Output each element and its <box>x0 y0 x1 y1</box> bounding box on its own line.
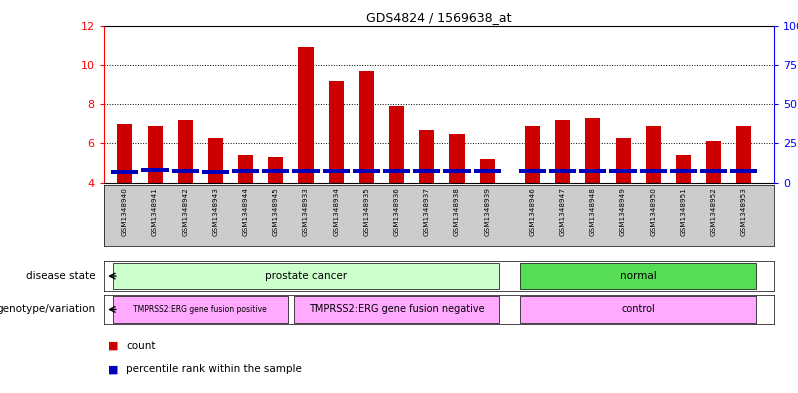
Text: genotype/variation: genotype/variation <box>0 305 96 314</box>
Bar <box>640 169 667 173</box>
Bar <box>294 296 500 323</box>
Bar <box>238 155 253 183</box>
Bar <box>700 169 727 173</box>
Bar <box>419 130 434 183</box>
Title: GDS4824 / 1569638_at: GDS4824 / 1569638_at <box>366 11 512 24</box>
Bar <box>389 106 404 183</box>
Bar <box>615 138 630 183</box>
Bar <box>520 263 756 289</box>
Text: GSM1348940: GSM1348940 <box>122 187 128 236</box>
Text: TMPRSS2:ERG gene fusion positive: TMPRSS2:ERG gene fusion positive <box>133 305 267 314</box>
Bar <box>292 169 320 173</box>
Bar <box>474 169 501 173</box>
Bar <box>676 155 691 183</box>
Bar <box>549 169 576 173</box>
Text: GSM1348951: GSM1348951 <box>681 187 686 236</box>
Text: count: count <box>126 341 156 351</box>
Text: GSM1348943: GSM1348943 <box>212 187 219 236</box>
Text: GSM1348935: GSM1348935 <box>363 187 369 236</box>
Bar <box>353 169 380 173</box>
Text: ■: ■ <box>108 364 118 375</box>
Text: GSM1348952: GSM1348952 <box>711 187 717 236</box>
Bar <box>117 124 132 183</box>
Bar <box>449 134 464 183</box>
Text: GSM1348933: GSM1348933 <box>303 187 309 236</box>
Bar <box>730 169 757 173</box>
Bar <box>670 169 697 173</box>
Bar <box>148 126 163 183</box>
Text: ■: ■ <box>108 341 118 351</box>
Text: GSM1348946: GSM1348946 <box>530 187 535 236</box>
Bar <box>359 71 374 183</box>
Text: normal: normal <box>620 271 657 281</box>
Text: GSM1348953: GSM1348953 <box>741 187 747 236</box>
Text: GSM1348948: GSM1348948 <box>590 187 596 236</box>
Bar <box>141 167 168 172</box>
Bar <box>263 169 290 173</box>
Bar <box>322 169 350 173</box>
Bar <box>383 169 410 173</box>
Text: GSM1348942: GSM1348942 <box>182 187 188 236</box>
Bar <box>208 138 223 183</box>
Bar <box>178 120 193 183</box>
Bar <box>298 47 314 183</box>
Text: GSM1348937: GSM1348937 <box>424 187 430 236</box>
Text: GSM1348947: GSM1348947 <box>559 187 566 236</box>
Text: disease state: disease state <box>26 271 96 281</box>
Text: GSM1348939: GSM1348939 <box>484 187 490 236</box>
Text: GSM1348941: GSM1348941 <box>152 187 158 236</box>
Text: percentile rank within the sample: percentile rank within the sample <box>126 364 302 375</box>
Bar <box>579 169 606 173</box>
Bar <box>646 126 661 183</box>
Bar <box>202 169 229 174</box>
Bar <box>113 263 500 289</box>
Bar <box>111 169 139 174</box>
Text: GSM1348938: GSM1348938 <box>454 187 460 236</box>
Text: GSM1348936: GSM1348936 <box>393 187 400 236</box>
Bar <box>480 159 495 183</box>
Bar <box>737 126 752 183</box>
Bar <box>232 169 259 173</box>
Bar <box>113 296 288 323</box>
Text: TMPRSS2:ERG gene fusion negative: TMPRSS2:ERG gene fusion negative <box>309 305 484 314</box>
Text: GSM1348944: GSM1348944 <box>243 187 249 236</box>
Bar <box>525 126 540 183</box>
Bar <box>413 169 440 173</box>
Bar <box>586 118 600 183</box>
Bar <box>172 169 199 173</box>
Text: GSM1348934: GSM1348934 <box>334 187 339 236</box>
Bar <box>706 141 721 183</box>
Text: prostate cancer: prostate cancer <box>265 271 347 281</box>
Bar <box>555 120 571 183</box>
Bar <box>519 169 546 173</box>
Bar <box>329 81 344 183</box>
Bar <box>444 169 471 173</box>
Bar <box>520 296 756 323</box>
Text: control: control <box>622 305 655 314</box>
Text: GSM1348950: GSM1348950 <box>650 187 656 236</box>
Text: GSM1348945: GSM1348945 <box>273 187 279 236</box>
Bar <box>268 157 283 183</box>
Text: GSM1348949: GSM1348949 <box>620 187 626 236</box>
Bar <box>610 169 637 173</box>
